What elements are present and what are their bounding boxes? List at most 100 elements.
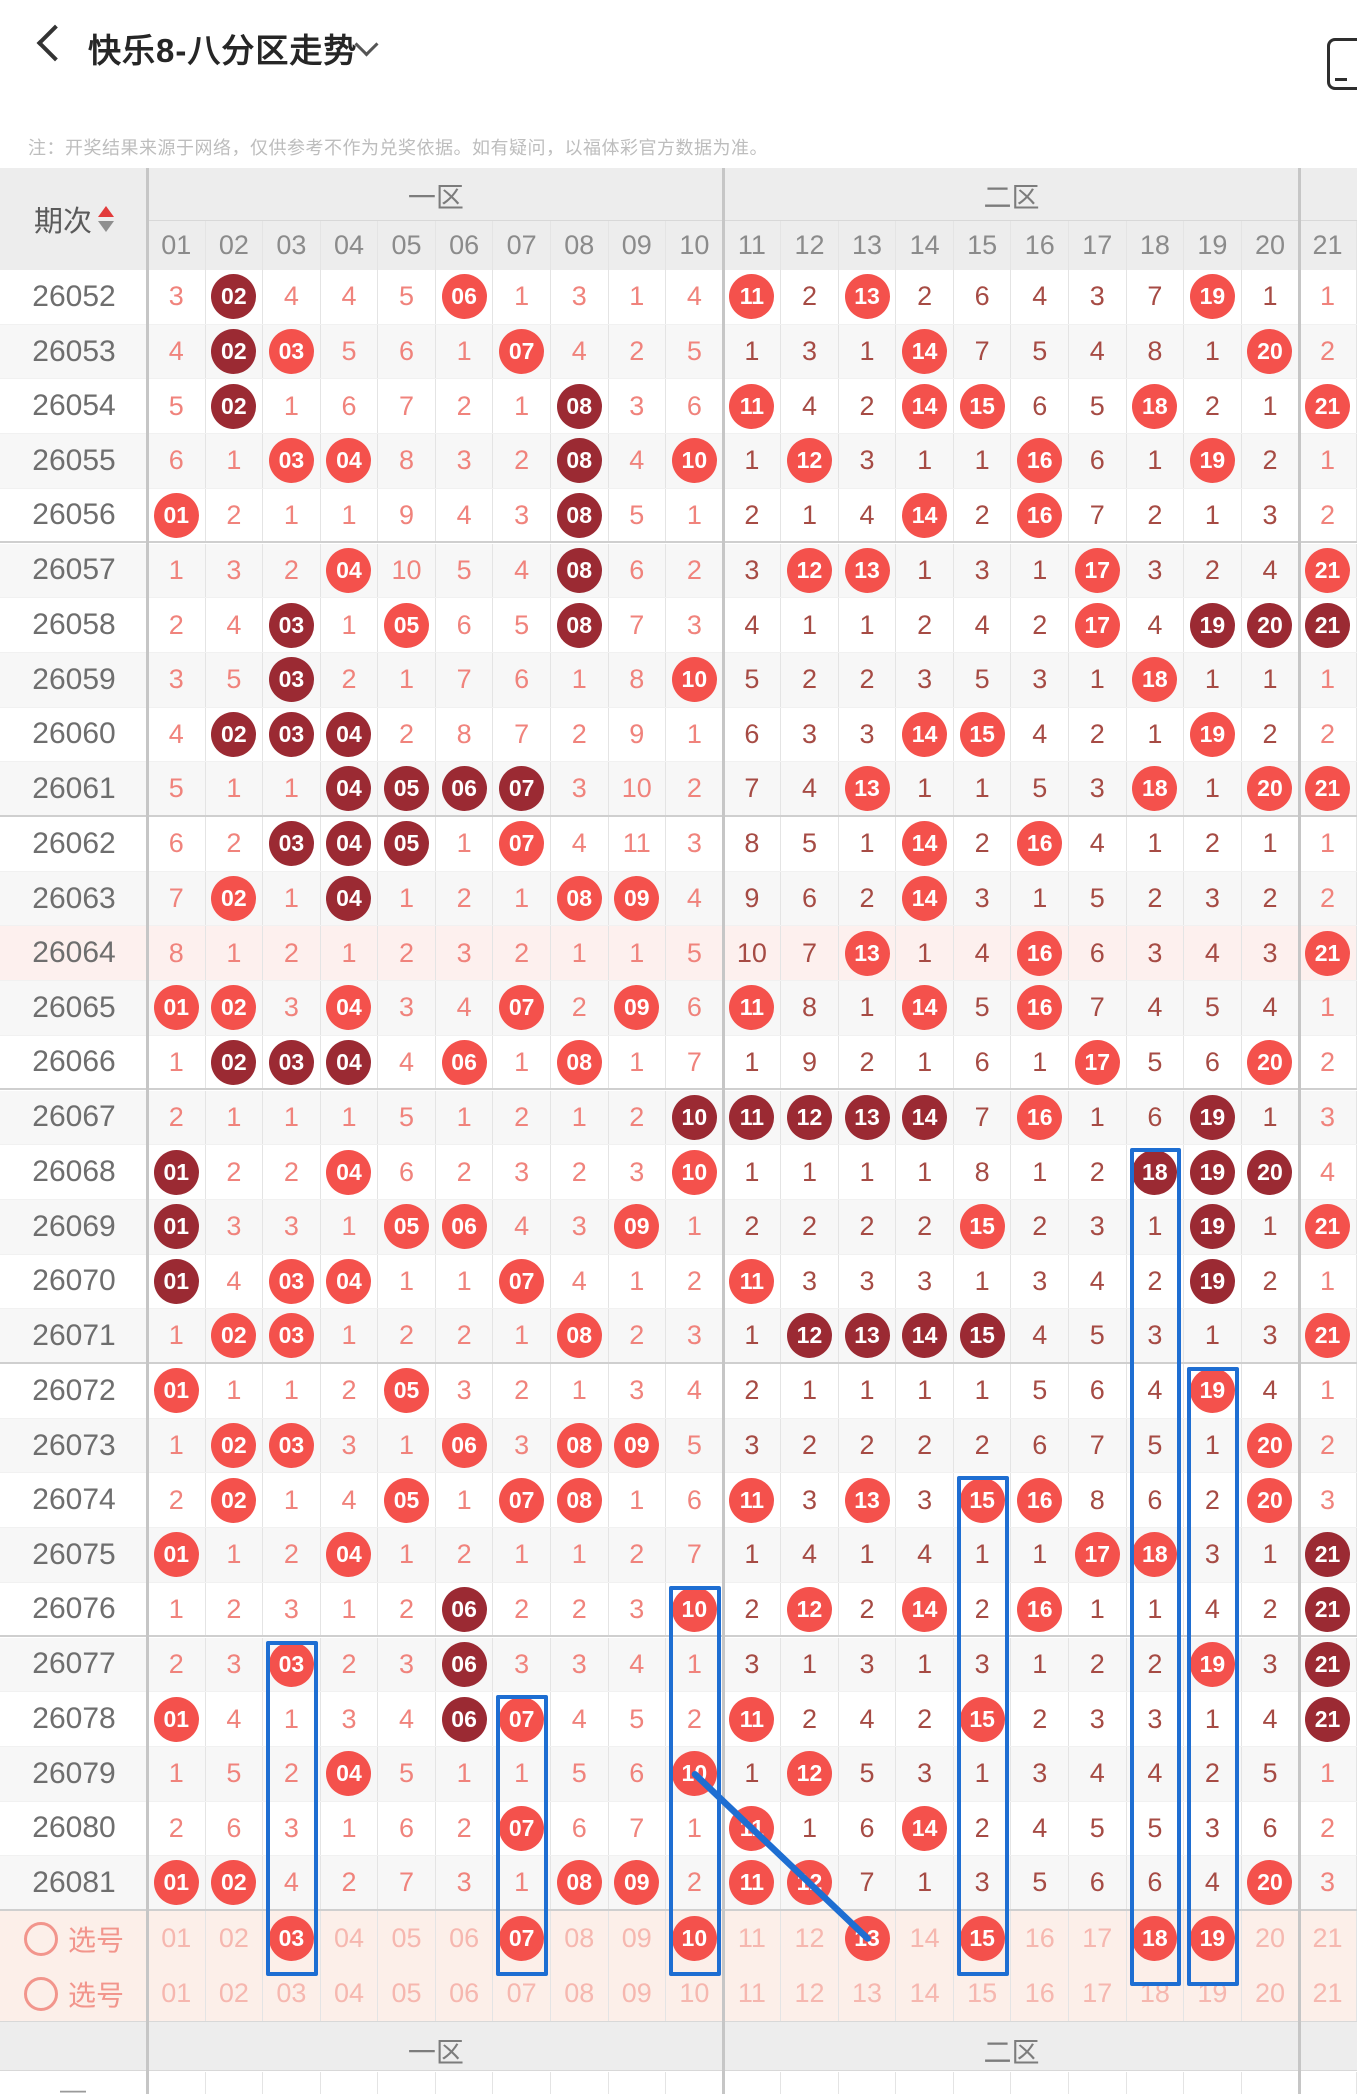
cell: 2 [493, 1582, 551, 1636]
pick-cell-05[interactable]: 05 [378, 1911, 436, 1966]
pick-cell-01[interactable]: 01 [148, 1966, 206, 2021]
number-ball-18: 18 [1132, 766, 1178, 812]
pick-circle-icon[interactable] [23, 1921, 58, 1956]
pick-cell-08[interactable]: 08 [551, 1966, 609, 2021]
cell: 03 [263, 1637, 321, 1692]
pick-cell-09[interactable]: 09 [609, 1966, 667, 2021]
cell: 16 [1011, 981, 1069, 1035]
cell: 1 [551, 1364, 609, 1418]
pick-cell-04[interactable]: 04 [321, 1911, 379, 1966]
pick-cell-10[interactable]: 10 [666, 1966, 724, 2021]
pick-cell-02[interactable]: 02 [206, 1966, 264, 2021]
pick-row-label[interactable]: 选号 [0, 1911, 148, 1966]
cell: 1 [896, 762, 954, 815]
bottom-partial-cell [493, 2072, 551, 2094]
pick-cell-02[interactable]: 02 [206, 1911, 264, 1966]
pick-cell-12[interactable]: 12 [781, 1966, 839, 2021]
period-label: 26059 [32, 662, 116, 696]
pick-cell-11[interactable]: 11 [724, 1911, 782, 1966]
pick-cell-07[interactable]: 07 [493, 1911, 551, 1966]
table-row: 26062 6 2 03 04 05 1 07 4 11 3 8 5 1 14 2 16 4 1 2 1 1 [0, 817, 1357, 872]
cell: 2 [436, 1309, 494, 1362]
pick-cell-08[interactable]: 08 [551, 1911, 609, 1966]
cell: 18 [1127, 762, 1185, 815]
cell: 4 [263, 1856, 321, 1909]
cell: 5 [666, 926, 724, 981]
number-ball-21: 21 [1305, 1313, 1351, 1359]
pick-cell-18[interactable]: 18 [1127, 1911, 1185, 1966]
pick-cell-15[interactable]: 15 [954, 1966, 1012, 2021]
pick-cell-17[interactable]: 17 [1069, 1911, 1127, 1966]
number-ball-17: 17 [1074, 602, 1120, 648]
cell: 1 [493, 1035, 551, 1089]
cell: 12 [781, 1582, 839, 1636]
number-ball-18[interactable]: 18 [1132, 1916, 1178, 1961]
pick-row-label[interactable]: 选号 [0, 1966, 148, 2021]
number-ball-07[interactable]: 07 [499, 1916, 545, 1961]
cell: 02 [206, 871, 264, 926]
period-label: 26080 [32, 1811, 116, 1845]
number-ball-03[interactable]: 03 [268, 1916, 314, 1961]
pick-cell-15[interactable]: 15 [954, 1911, 1012, 1966]
table-row: 26070 01 4 03 04 1 1 07 4 1 2 11 3 3 3 1 3 4 2 19 2 1 [0, 1254, 1357, 1310]
cell: 3 [263, 1801, 321, 1856]
pick-cell-16[interactable]: 16 [1011, 1911, 1069, 1966]
number-ball-21: 21 [1305, 547, 1351, 593]
number-ball-15[interactable]: 15 [959, 1916, 1005, 1961]
pick-cell-03[interactable]: 03 [263, 1911, 321, 1966]
cell: 3 [378, 981, 436, 1035]
pick-cell-09[interactable]: 09 [609, 1911, 667, 1966]
cell: 2 [609, 1090, 667, 1145]
period-sort-control[interactable]: 期次 [0, 168, 148, 270]
pick-cell-21[interactable]: 21 [1299, 1966, 1357, 2021]
cell: 03 [263, 1309, 321, 1362]
cell: 11 [724, 1692, 782, 1746]
pick-cell-04[interactable]: 04 [321, 1966, 379, 2021]
cell: 3 [493, 1637, 551, 1692]
pick-cell-14[interactable]: 14 [896, 1911, 954, 1966]
number-ball-17: 17 [1074, 547, 1120, 593]
footer-zone-1: 一区 [407, 2037, 464, 2068]
cell: 2 [954, 1801, 1012, 1856]
pick-cell-17[interactable]: 17 [1069, 1966, 1127, 2021]
pick-cell-14[interactable]: 14 [896, 1966, 954, 2021]
table-header-band [0, 168, 1357, 270]
cell: 1 [321, 1801, 379, 1856]
pick-cell-20[interactable]: 20 [1242, 1966, 1300, 2021]
pick-cell-13[interactable]: 13 [839, 1911, 897, 1966]
pick-cell-19[interactable]: 19 [1184, 1911, 1242, 1966]
cell: 6 [954, 270, 1012, 324]
pick-circle-icon[interactable] [23, 1976, 58, 2011]
number-ball-11: 11 [729, 985, 775, 1031]
cell: 2 [666, 543, 724, 598]
pick-cell-13[interactable]: 13 [839, 1966, 897, 2021]
pick-cell-03[interactable]: 03 [263, 1966, 321, 2021]
cell: 2 [896, 1418, 954, 1473]
pick-cell-12[interactable]: 12 [781, 1911, 839, 1966]
pick-cell-11[interactable]: 11 [724, 1966, 782, 2021]
chevron-down-icon[interactable] [354, 32, 379, 57]
cell: 14 [896, 379, 954, 434]
pick-cell-06[interactable]: 06 [436, 1966, 494, 2021]
cell: 2 [609, 1528, 667, 1582]
cell: 03 [263, 707, 321, 762]
cell: 03 [263, 598, 321, 652]
pick-cell-07[interactable]: 07 [493, 1966, 551, 2021]
cell: 19 [1184, 434, 1242, 488]
pick-cell-21[interactable]: 21 [1299, 1911, 1357, 1966]
bottom-partial-cell [781, 2072, 839, 2094]
number-ball-05: 05 [384, 766, 430, 812]
pick-cell-01[interactable]: 01 [148, 1911, 206, 1966]
cell: 21 [1299, 762, 1357, 815]
bottom-partial-cell [609, 2072, 667, 2094]
phone-icon[interactable] [1327, 38, 1357, 90]
back-icon[interactable] [36, 24, 74, 62]
number-ball-19[interactable]: 19 [1189, 1916, 1235, 1961]
number-ball-13[interactable]: 13 [844, 1916, 890, 1961]
pick-cell-20[interactable]: 20 [1242, 1911, 1300, 1966]
cell: 21 [1299, 543, 1357, 598]
pick-cell-05[interactable]: 05 [378, 1966, 436, 2021]
pick-cell-06[interactable]: 06 [436, 1911, 494, 1966]
pick-cell-16[interactable]: 16 [1011, 1966, 1069, 2021]
cell: 3 [436, 434, 494, 488]
